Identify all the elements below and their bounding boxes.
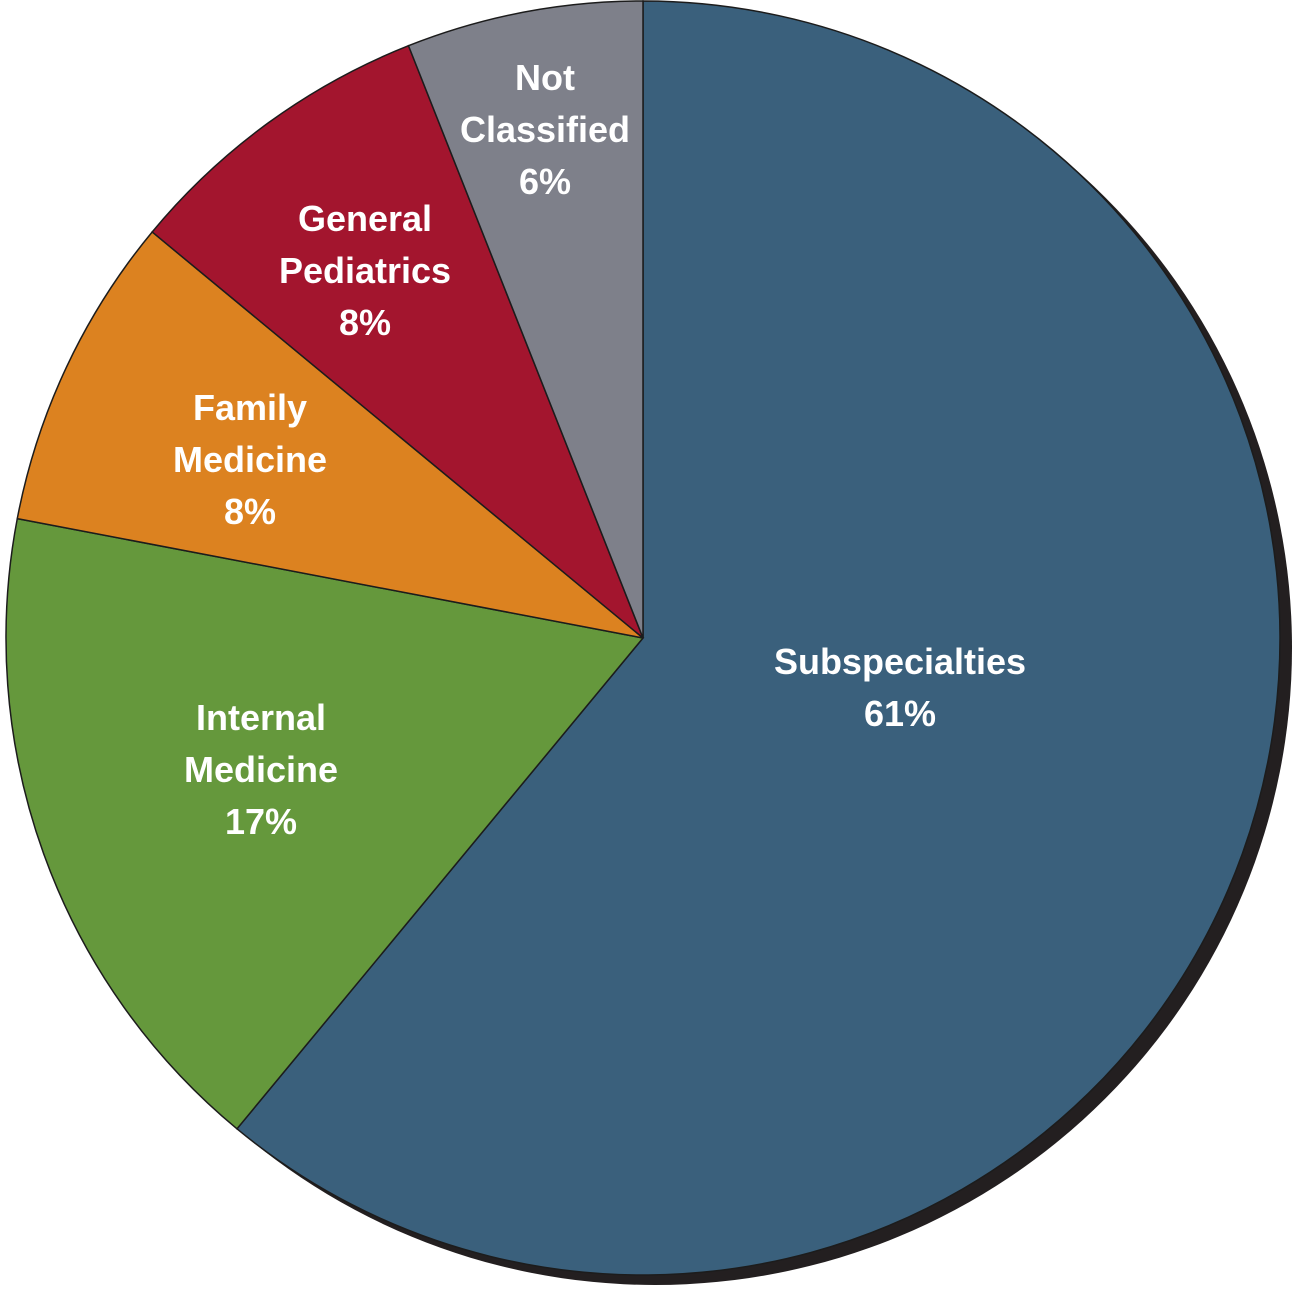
pie-slice-subspecialties	[235, 0, 1281, 1276]
slice-name-line: Medicine	[184, 749, 338, 790]
slice-name-line: Classified	[460, 109, 630, 150]
slice-name-line: Pediatrics	[279, 250, 451, 291]
slice-name-line: Medicine	[173, 439, 327, 480]
slice-value-label: 8%	[339, 302, 391, 343]
slice-value-label: 8%	[224, 491, 276, 532]
slice-name-line: Family	[193, 387, 307, 428]
slice-name-line: Internal	[196, 697, 326, 738]
pie-slice-internal-medicine	[5, 517, 645, 1130]
slice-name-line: Subspecialties	[774, 641, 1026, 682]
slice-value-label: 61%	[864, 693, 936, 734]
pie-slice-general-pediatrics	[151, 44, 644, 639]
slice-value-label: 6%	[519, 161, 571, 202]
slice-value-label: 17%	[225, 801, 297, 842]
slice-label-internal-medicine: Internal Medicine 17%	[184, 697, 338, 842]
slice-label-not-classified: Not Classified 6%	[460, 57, 630, 202]
slice-label-general-pediatrics: General Pediatrics 8%	[279, 198, 451, 343]
pie-slice-not-classified	[407, 0, 644, 639]
slice-name-line: Not	[515, 57, 575, 98]
slice-name-line: General	[298, 198, 432, 239]
slice-label-subspecialties: Subspecialties 61%	[774, 641, 1026, 734]
pie-labels: Subspecialties 61% Internal Medicine 17% Fami…	[173, 57, 1026, 842]
pie-slice-family-medicine	[16, 230, 644, 639]
slice-label-family-medicine: Family Medicine 8%	[173, 387, 327, 532]
pie-slices	[5, 0, 1281, 1276]
